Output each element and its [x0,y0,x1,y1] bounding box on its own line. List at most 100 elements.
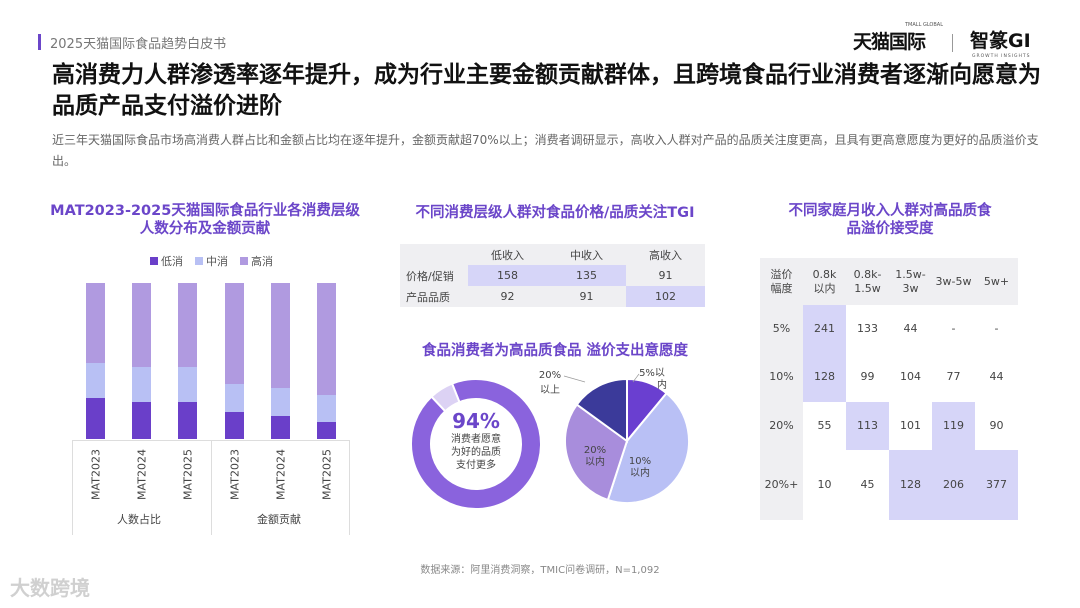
table-row: 价格/促销 158 135 91 [400,265,705,286]
bar-segment-高消 [271,283,290,388]
bar-segment-中消 [178,367,197,402]
chart1-title: MAT2023-2025天猫国际食品行业各消费层级人数分布及金额贡献 [50,203,360,237]
chart2-title: 不同消费层级人群对食品价格/品质关注TGI [415,205,695,221]
bar-segment-低消 [178,401,197,439]
bar-segment-低消 [132,401,151,439]
tmall-global-logo: 天猫国际 [853,31,926,53]
table-cell: 119 [932,402,975,450]
column-header: 5w+ [975,258,1018,305]
header-accent [38,34,41,50]
table-cell: 91 [658,269,673,282]
page-title: 高消费力人群渗透率逐年提升，成为行业主要金额贡献群体，且跨境食品行业消费者逐渐向… [52,62,1041,119]
table-cell: - [951,321,956,335]
table-cell: 10 [817,478,832,491]
bar-segment-高消 [86,283,105,363]
pie-label: 以内 [585,455,605,468]
column-header-line: 以内 [813,281,836,295]
column-header: 中收入 [570,248,603,262]
donut-slice-other [430,382,461,413]
table-cell: 55 [817,419,832,432]
column-header: 3w-5w [932,258,975,305]
table-cell: 135 [547,265,626,286]
bar-segment-高消 [317,283,336,396]
table-cell: 77 [946,370,961,383]
bar-segment-高消 [225,283,244,385]
pie-label: 20% [539,370,561,381]
column-header: 低收入 [491,248,524,262]
table-cell: 158 [468,265,547,286]
column-header: 溢价 幅度 [760,258,803,305]
pie-slice [575,377,628,443]
table-cell: 128 [803,352,846,402]
chart1-group-divider [211,440,212,535]
pie-leader-line [632,373,640,383]
table-header-row: 低收入 中收入 高收入 [400,244,705,265]
column-header-line: 3w [902,281,919,295]
bar-segment-高消 [178,283,197,368]
pie-leader-line [563,375,586,383]
table-cell: 128 [889,450,932,520]
pie-label: 内 [657,378,667,391]
pie-label: 以上 [540,384,560,396]
row-label: 20%+ [760,450,803,520]
column-header-line: 0.8k- [853,267,882,281]
donut-slice-willing [410,378,542,510]
bar-segment-低消 [317,421,336,439]
table-cell: 101 [900,419,921,432]
donut-center-value: 94% [452,409,500,433]
bar-segment-中消 [317,395,336,422]
row-label: 10% [760,352,803,402]
table-header-row: 溢价 幅度 0.8k 以内 0.8k- 1.5w 1.5w- 3w 3w-5w 5w+ [760,258,1018,305]
bar-segment-低消 [225,412,244,439]
legend-item-high: 高消 [240,253,273,269]
bar-segment-高消 [132,283,151,368]
column-header-line: 溢价 [770,267,793,281]
pie-slice [606,391,690,504]
table-row: 20% 55 113 101 119 90 [760,402,1018,450]
column-header: 高收入 [649,248,682,262]
group-label-amount: 金额贡献 [257,513,301,526]
row-label: 5% [760,305,803,352]
table-row: 10% 128 99 104 77 44 [760,352,1018,402]
column-header: 0.8k- 1.5w [846,258,889,305]
table-row: 产品品质 92 91 102 [400,286,705,307]
bar-segment-低消 [86,398,105,439]
donut-center-label: 消费者愿意 [451,432,501,445]
pie-label: 以内 [630,466,650,479]
column-header-line: 1.5w- [895,267,926,281]
legend-item-mid: 中消 [195,253,228,269]
table-cell: 377 [975,450,1018,520]
premium-table: 溢价 幅度 0.8k 以内 0.8k- 1.5w 1.5w- 3w 3w-5w 5w+ 5% 241 1… [760,258,1018,520]
bar-segment-低消 [271,415,290,439]
bar-segment-中消 [225,384,244,413]
row-label: 20% [760,402,803,450]
table-cell: 241 [803,305,846,352]
column-header-line: 5w+ [983,274,1010,288]
tgi-table: 低收入 中收入 高收入 价格/促销 158 135 91 产品品质 92 91 102 [400,244,705,307]
tmall-global-logo-sub: TMALL GLOBAL [905,22,944,28]
table-cell: 45 [860,478,875,491]
table-cell: 44 [989,370,1004,383]
group-label-people: 人数占比 [117,513,161,526]
pie-slice [564,403,629,502]
table-cell: 91 [579,290,594,303]
column-header-line: 0.8k [812,267,837,281]
table-cell: 90 [989,419,1004,432]
column-header-line: 1.5w [854,281,881,295]
row-label: 产品品质 [406,290,450,304]
donut-center-label: 为好的品质 [451,445,501,458]
page-description: 近三年天猫国际食品市场高消费人群占比和金额占比均在逐年提升，金额贡献超70%以上… [52,133,1039,168]
column-header: 1.5w- 3w [889,258,932,305]
legend-item-low: 低消 [150,253,183,269]
brand-watermark: 大数跨境 [10,576,90,600]
chart5-title: 不同家庭月收入人群对高品质食品溢价接受度 [788,203,992,237]
table-cell: 99 [860,370,875,383]
table-cell: 104 [900,370,921,383]
pie-label: 10% [629,456,651,467]
table-cell: 102 [626,286,705,307]
table-cell: 92 [500,290,515,303]
table-row: 20%+ 10 45 128 206 377 [760,450,1018,520]
table-row: 5% 241 133 44 - - [760,305,1018,352]
column-header-line: 3w-5w [935,274,972,288]
bar-segment-中消 [132,367,151,402]
